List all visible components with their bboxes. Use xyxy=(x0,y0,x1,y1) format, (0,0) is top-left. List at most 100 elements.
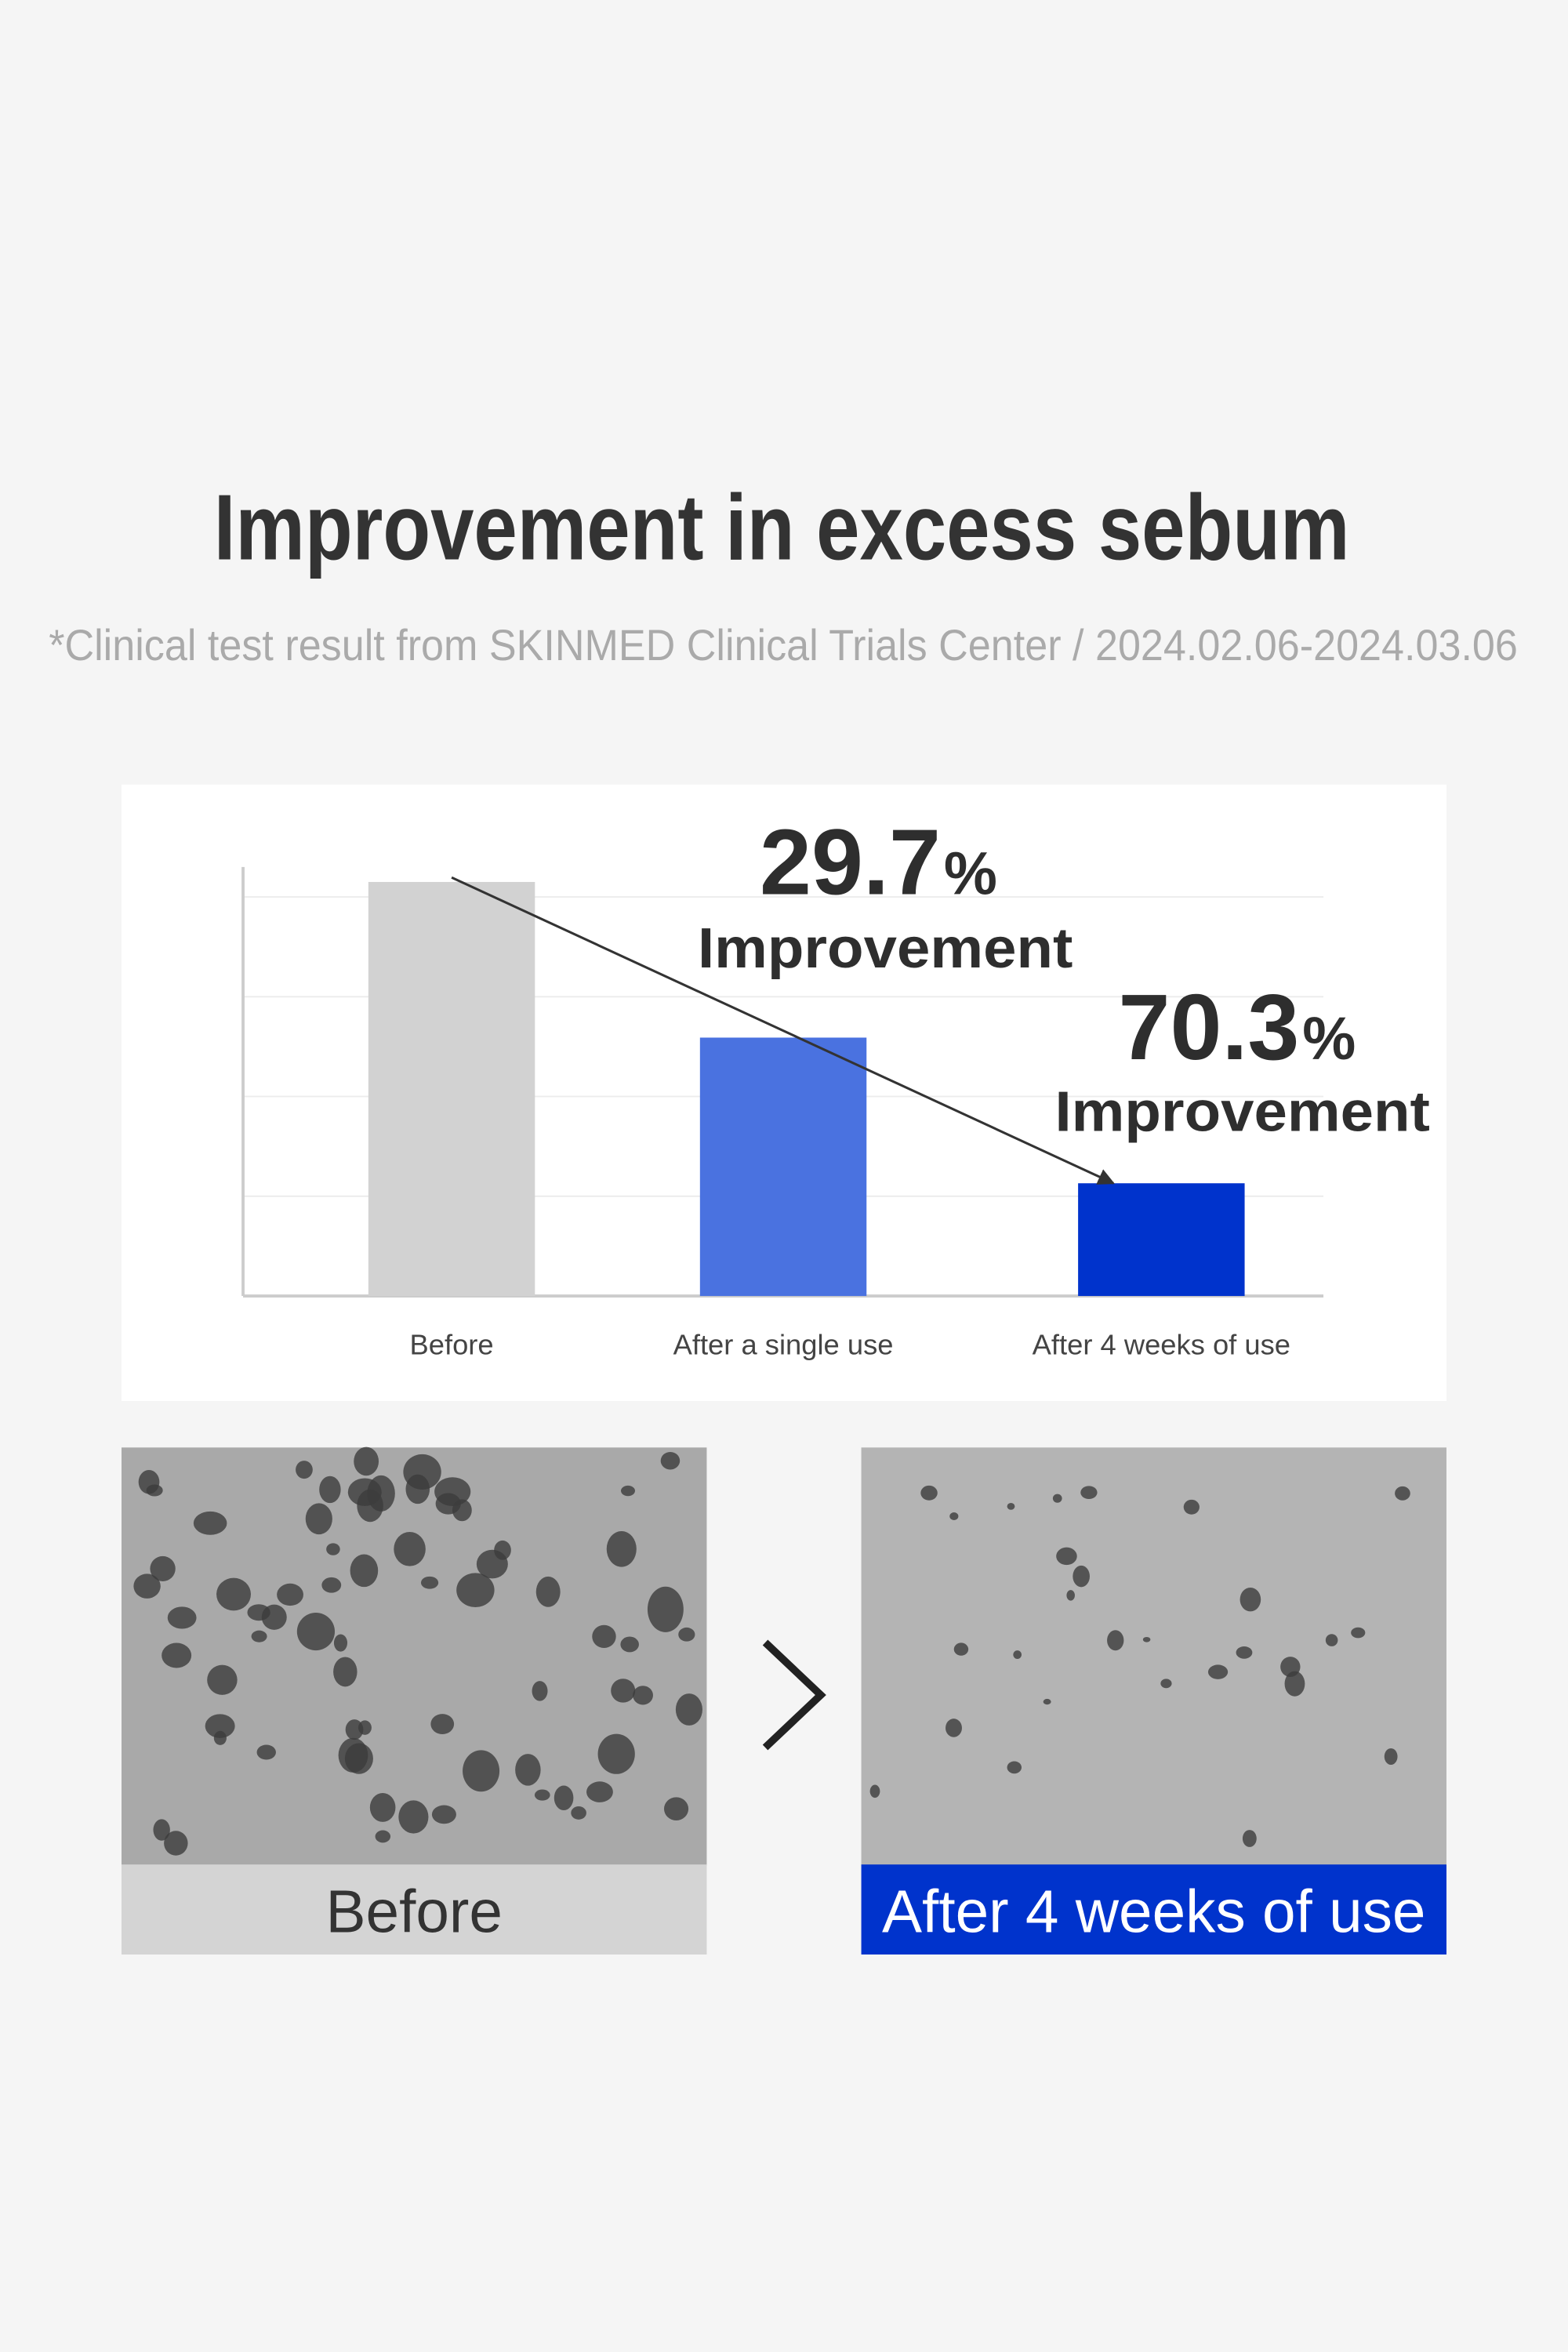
sebum-spot xyxy=(494,1540,511,1560)
sebum-spot xyxy=(532,1681,548,1701)
sebum-spot xyxy=(133,1573,161,1599)
sebum-spot xyxy=(606,1530,637,1567)
sebum-spot xyxy=(1052,1494,1062,1503)
sebum-spot xyxy=(256,1744,276,1760)
sebum-spot xyxy=(869,1784,880,1798)
sebum-spot xyxy=(1056,1547,1077,1566)
sebum-spot xyxy=(375,1830,391,1843)
title: Improvement in excess sebum xyxy=(214,477,1350,580)
sebum-spot xyxy=(611,1679,636,1703)
sebum-spot xyxy=(535,1576,561,1607)
sebum-spot xyxy=(678,1627,695,1642)
sebum-spot xyxy=(660,1452,681,1470)
sebum-spot xyxy=(633,1686,653,1705)
sebum-spot xyxy=(1013,1650,1022,1659)
x-tick-label: Before xyxy=(410,1329,494,1361)
caption-bar xyxy=(122,1864,707,1955)
photos: Before After 4 weeks of use xyxy=(122,1446,1446,1955)
sebum-spot xyxy=(515,1754,541,1786)
photo-caption: Before xyxy=(325,1878,503,1945)
annotation-unit: % xyxy=(1302,1006,1356,1073)
sebum-spot xyxy=(620,1636,639,1653)
sebum-spot xyxy=(1236,1646,1253,1659)
sebum-spot xyxy=(403,1454,441,1490)
sebum-spot xyxy=(321,1577,342,1593)
sebum-spot xyxy=(1007,1502,1015,1510)
sebum-spot xyxy=(1240,1587,1261,1612)
sebum-spot xyxy=(949,1512,959,1520)
sebum-spot xyxy=(1043,1698,1051,1705)
sebum-spot xyxy=(150,1555,176,1581)
sebum-spot xyxy=(675,1693,702,1726)
sebum-spot xyxy=(345,1719,364,1740)
sebum-spot xyxy=(571,1806,586,1820)
sebum-spot xyxy=(138,1470,160,1494)
sebum-spot xyxy=(420,1576,439,1589)
bar xyxy=(1078,1183,1245,1297)
sebum-spot xyxy=(1183,1499,1200,1515)
sebum-spot xyxy=(369,1792,396,1822)
sebum-spot xyxy=(920,1485,938,1501)
caption-bar xyxy=(861,1864,1446,1955)
sebum-spot xyxy=(394,1532,426,1566)
sebum-spot xyxy=(647,1586,684,1632)
bar xyxy=(699,1037,867,1297)
x-tick-label: After 4 weeks of use xyxy=(1033,1329,1290,1361)
sebum-spot xyxy=(456,1573,495,1608)
sebum-spot xyxy=(586,1781,613,1802)
sebum-spot xyxy=(164,1831,188,1856)
x-tick-label: After a single use xyxy=(673,1329,894,1361)
sebum-spot xyxy=(1284,1671,1305,1697)
sebum-spot xyxy=(326,1543,340,1555)
sebum-spot xyxy=(592,1624,616,1649)
sebum-spot xyxy=(333,1657,358,1687)
sebum-spot xyxy=(554,1785,574,1811)
sebum-spot xyxy=(247,1604,270,1621)
sebum-spot xyxy=(663,1797,689,1820)
skin-photo xyxy=(861,1447,1446,1867)
sebum-spot xyxy=(167,1606,197,1629)
sebum-spot xyxy=(431,1805,456,1824)
annotation-label: Improvement xyxy=(698,916,1073,980)
sebum-spot xyxy=(205,1714,235,1738)
bar xyxy=(368,881,535,1297)
sebum-spot xyxy=(1073,1565,1090,1588)
sebum-spot xyxy=(1242,1830,1257,1847)
sebum-spot xyxy=(1080,1486,1098,1500)
sebum-spot xyxy=(953,1642,969,1656)
chevron xyxy=(762,1639,826,1751)
sebum-spot xyxy=(333,1634,348,1652)
sebum-spot xyxy=(597,1733,635,1774)
sebum-spot xyxy=(305,1503,332,1535)
sebum-spot xyxy=(1395,1486,1410,1501)
sebum-spot xyxy=(1007,1761,1022,1774)
sebum-spot xyxy=(430,1714,455,1734)
sebum-spot xyxy=(1066,1590,1075,1601)
trend-arrow xyxy=(451,876,1116,1185)
annotation-value: 70.3 xyxy=(1118,976,1299,1080)
sebum-spot xyxy=(1351,1627,1366,1639)
sebum-spot xyxy=(296,1461,313,1479)
annotation-label: Improvement xyxy=(1054,1080,1429,1144)
sebum-spot xyxy=(463,1750,500,1792)
sebum-spot xyxy=(296,1613,336,1651)
annotation-value: 29.7 xyxy=(760,811,941,914)
subtitle: *Clinical test result from SKINMED Clini… xyxy=(49,621,1518,670)
sebum-spot xyxy=(534,1789,550,1801)
sebum-spot xyxy=(162,1642,192,1668)
sebum-spot xyxy=(1142,1636,1151,1642)
sebum-spot xyxy=(621,1485,635,1497)
sebum-spot xyxy=(398,1800,429,1834)
sebum-spot xyxy=(1160,1679,1172,1689)
sebum-spot xyxy=(452,1499,472,1522)
sebum-spot xyxy=(354,1446,379,1476)
sebum-spot xyxy=(347,1478,382,1506)
sebum-spot xyxy=(153,1819,170,1841)
sebum-spot xyxy=(193,1511,227,1535)
annotation-unit: % xyxy=(944,840,997,907)
sebum-spot xyxy=(350,1554,379,1588)
sebum-spot xyxy=(1325,1634,1338,1646)
chart: Before After a single use After 4 weeks of… xyxy=(241,811,1430,1361)
sebum-spot xyxy=(434,1477,471,1507)
